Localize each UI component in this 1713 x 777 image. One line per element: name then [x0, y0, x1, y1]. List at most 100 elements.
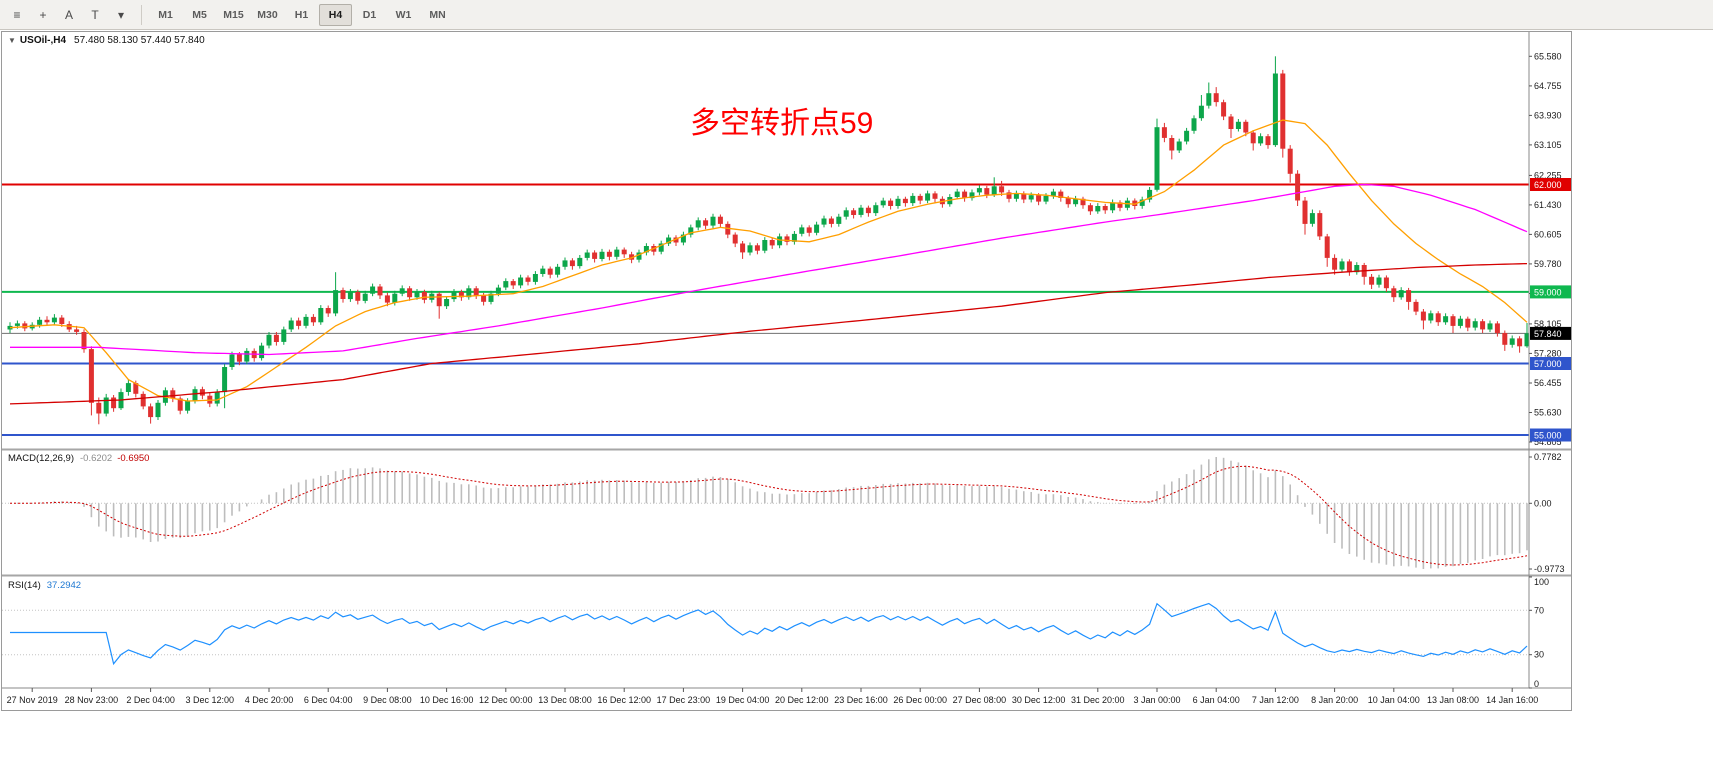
crosshair-tool-button[interactable]: +	[39, 7, 47, 22]
candle-body	[44, 319, 50, 323]
text-label-tool-button[interactable]: T	[91, 7, 99, 22]
candle-body	[458, 291, 464, 298]
period-button-m5[interactable]: M5	[192, 8, 207, 21]
macd-scale-label: 0.7782	[1534, 452, 1562, 462]
candle-body	[1058, 191, 1064, 198]
time-axis-label: 6 Dec 04:00	[304, 695, 353, 705]
candle-body	[214, 392, 220, 404]
candle-body	[436, 293, 442, 307]
candle-body	[976, 188, 982, 193]
period-button-h1[interactable]: H1	[294, 8, 309, 21]
candle-body	[495, 287, 501, 294]
candle-body	[7, 325, 13, 330]
candle-body	[843, 210, 849, 217]
candle-body	[1028, 195, 1034, 200]
candle-body	[14, 323, 20, 326]
candle-body	[888, 200, 894, 206]
time-axis-label: 20 Dec 12:00	[775, 695, 829, 705]
time-axis-label: 27 Nov 2019	[7, 695, 58, 705]
candle-body	[540, 268, 546, 274]
candle-body	[577, 257, 583, 267]
rsi-line	[10, 602, 1528, 666]
candle-body	[629, 254, 635, 260]
candle-body	[740, 243, 746, 253]
candle-body	[1228, 116, 1234, 129]
candle-body	[806, 227, 812, 233]
candle-body	[1295, 173, 1301, 201]
candle-body	[96, 402, 102, 414]
candle-body	[777, 236, 783, 246]
period-button-m30[interactable]: M30	[257, 8, 278, 21]
candle-body	[125, 383, 131, 392]
candle-body	[658, 243, 664, 252]
candle-body	[444, 299, 450, 307]
candle-body	[1191, 118, 1197, 131]
candle-body	[377, 286, 383, 296]
candle-body	[22, 323, 28, 329]
candle-body	[769, 240, 775, 246]
candle-body	[1406, 290, 1412, 302]
candle-body	[192, 389, 198, 401]
candle-body	[666, 237, 672, 244]
candle-body	[525, 277, 531, 282]
candle-body	[836, 216, 842, 224]
shapes-dropdown-tool-button[interactable]: ▾	[117, 7, 125, 22]
price-badge	[1530, 326, 1571, 340]
rsi-scale-label: 70	[1534, 605, 1544, 615]
candle-body	[1043, 195, 1049, 202]
candle-body	[791, 233, 797, 242]
candle-body	[466, 288, 472, 298]
macd-indicator-name: MACD(12,26,9)	[8, 453, 74, 464]
time-axis-label: 19 Dec 04:00	[716, 695, 770, 705]
chart-list-tool-button[interactable]: ≡	[13, 7, 21, 22]
candle-body	[148, 406, 154, 418]
candle-body	[1117, 202, 1123, 208]
candle-body	[1517, 338, 1523, 347]
time-axis-label: 3 Jan 00:00	[1133, 695, 1180, 705]
candle-body	[1243, 121, 1249, 133]
text-tool-button[interactable]: A	[64, 7, 73, 22]
candle-body	[421, 291, 427, 300]
price-tick-label: 57.280	[1534, 348, 1562, 358]
period-button-m15[interactable]: M15	[223, 8, 244, 21]
candle-body	[1383, 277, 1389, 289]
candle-body	[1428, 313, 1434, 321]
candle-body	[1280, 73, 1286, 149]
time-axis-label: 4 Dec 20:00	[245, 695, 294, 705]
candle-body	[865, 207, 871, 214]
period-button-m1[interactable]: M1	[158, 8, 173, 21]
period-button-mn[interactable]: MN	[429, 8, 446, 21]
chart-canvas[interactable]: 65.580 64.755 63.930 63.105 62.255 61.430 60.6…	[2, 32, 1571, 710]
chart-ohlc-values: 57.480 58.130 57.440 57.840	[74, 35, 205, 46]
candle-body	[111, 397, 117, 409]
candle-body	[518, 277, 524, 286]
macd-panel-label: MACD(12,26,9) -0.6202 -0.6950	[8, 453, 149, 464]
candle-body	[555, 266, 561, 275]
time-axis-label: 23 Dec 16:00	[834, 695, 888, 705]
time-axis-label: 16 Dec 12:00	[597, 695, 651, 705]
time-axis-label: 13 Dec 08:00	[538, 695, 592, 705]
candle-body	[999, 186, 1005, 193]
candle-body	[296, 320, 302, 326]
candle-body	[1073, 198, 1079, 205]
price-badge-label: 57.840	[1534, 329, 1562, 339]
candle-body	[310, 316, 316, 323]
candle-body	[880, 200, 886, 206]
candle-body	[1147, 189, 1153, 200]
time-axis-label: 12 Dec 00:00	[479, 695, 533, 705]
period-button-h4[interactable]: H4	[319, 3, 352, 26]
period-button-d1[interactable]: D1	[362, 8, 377, 21]
period-button-w1[interactable]: W1	[395, 8, 412, 21]
candle-body	[81, 332, 87, 350]
candle-body	[1065, 198, 1071, 205]
candle-body	[488, 293, 494, 302]
price-tick-label: 58.105	[1534, 319, 1562, 329]
collapse-arrow-icon[interactable]: ▼	[8, 36, 16, 45]
candle-body	[273, 334, 279, 342]
rsi-scale-label: 100	[1534, 577, 1549, 587]
price-badge-label: 59.000	[1534, 287, 1562, 297]
candle-body	[1494, 323, 1500, 334]
candle-body	[347, 291, 353, 300]
toolbar-tools: ≡ + A T ▾	[4, 3, 134, 27]
